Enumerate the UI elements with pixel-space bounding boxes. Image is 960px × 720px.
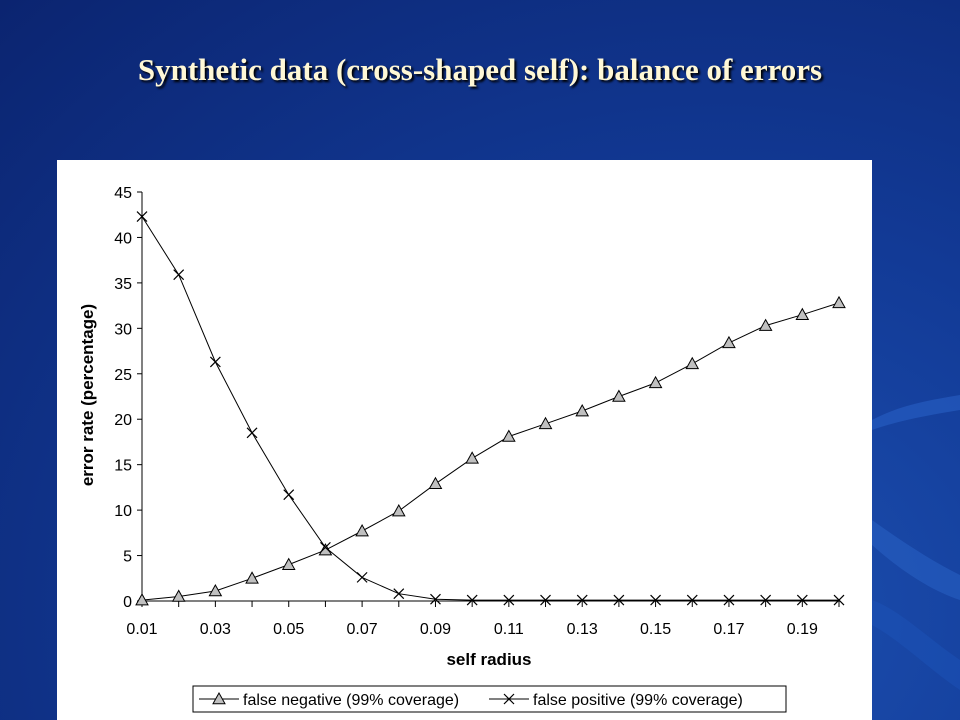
- data-point: [208, 583, 223, 597]
- y-tick-label: 40: [114, 230, 132, 247]
- data-point: [723, 594, 735, 606]
- data-point: [135, 593, 149, 606]
- data-point: [136, 211, 148, 222]
- legend-label: false negative (99% coverage): [243, 692, 459, 709]
- legend-label: false positive (99% coverage): [533, 692, 743, 709]
- x-tick-label: 0.13: [567, 621, 598, 638]
- data-point: [832, 295, 846, 309]
- data-point: [319, 541, 331, 553]
- x-tick-label: 0.19: [787, 621, 818, 638]
- data-point: [428, 476, 443, 490]
- data-point: [503, 594, 515, 606]
- data-point: [833, 594, 845, 606]
- data-point: [209, 356, 221, 368]
- data-point: [575, 404, 590, 417]
- legend: false negative (99% coverage) false posit…: [192, 685, 787, 713]
- x-tick-label: 0.09: [420, 621, 451, 638]
- series-false-negative: [135, 295, 846, 606]
- data-point: [318, 543, 333, 556]
- x-tick-label: 0.01: [126, 621, 157, 638]
- series-false-positive: [136, 211, 845, 606]
- data-point: [356, 571, 368, 583]
- data-point: [648, 375, 663, 389]
- x-axis: 0.01 0.03 0.05 0.07 0.09 0.11 0.13 0.15 0.17 0.19: [126, 600, 840, 638]
- data-point: [245, 571, 259, 584]
- data-point: [501, 429, 516, 442]
- x-tick-label: 0.05: [273, 621, 304, 638]
- series-layer: [135, 211, 846, 606]
- y-tick-label: 35: [114, 276, 132, 293]
- y-axis: 0 5 10 15 20 25 30 35 40 45: [114, 185, 143, 611]
- slide-title: Synthetic data (cross-shaped self): bala…: [137, 52, 823, 87]
- data-point: [795, 307, 810, 320]
- data-point: [722, 335, 736, 349]
- data-point: [466, 594, 478, 606]
- x-tick-label: 0.11: [494, 621, 524, 638]
- series-line: [141, 302, 840, 601]
- x-tick-label: 0.15: [640, 621, 671, 638]
- y-tick-label: 5: [123, 549, 132, 566]
- data-point: [613, 594, 625, 606]
- data-point: [281, 557, 296, 570]
- y-tick-label: 45: [114, 185, 132, 202]
- data-point: [650, 594, 662, 606]
- chart-panel: 0 5 10 15 20 25 30 35 40 45 0.01 0.03 0.05 0.07 0.09 0…: [57, 160, 872, 720]
- data-point: [355, 523, 369, 537]
- y-tick-label: 15: [114, 458, 132, 475]
- legend-marker: [212, 691, 226, 705]
- x-tick-label: 0.17: [713, 621, 744, 638]
- data-point: [246, 427, 258, 439]
- data-point: [760, 594, 772, 606]
- data-point: [686, 594, 698, 606]
- x-axis-label: self radius: [446, 650, 531, 669]
- y-tick-label: 30: [114, 321, 132, 338]
- y-tick-label: 20: [114, 412, 132, 429]
- x-tick-label: 0.03: [200, 621, 231, 638]
- data-point: [430, 593, 441, 605]
- x-tick-label: 0.07: [347, 621, 378, 638]
- y-axis-label: error rate (percentage): [78, 304, 97, 486]
- data-point: [612, 389, 626, 402]
- series-line: [141, 216, 839, 601]
- data-point: [538, 416, 553, 430]
- y-tick-label: 10: [114, 503, 132, 520]
- data-point: [171, 589, 186, 602]
- data-point: [393, 588, 405, 600]
- data-point: [391, 503, 406, 517]
- data-point: [173, 269, 185, 281]
- data-point: [576, 594, 588, 606]
- y-tick-label: 0: [123, 594, 132, 611]
- data-point: [796, 594, 808, 606]
- data-point: [283, 489, 295, 501]
- legend-marker: [503, 693, 515, 705]
- data-point: [685, 356, 700, 370]
- data-point: [540, 594, 551, 606]
- data-point: [758, 318, 773, 331]
- y-tick-label: 25: [114, 367, 132, 384]
- data-point: [465, 451, 480, 464]
